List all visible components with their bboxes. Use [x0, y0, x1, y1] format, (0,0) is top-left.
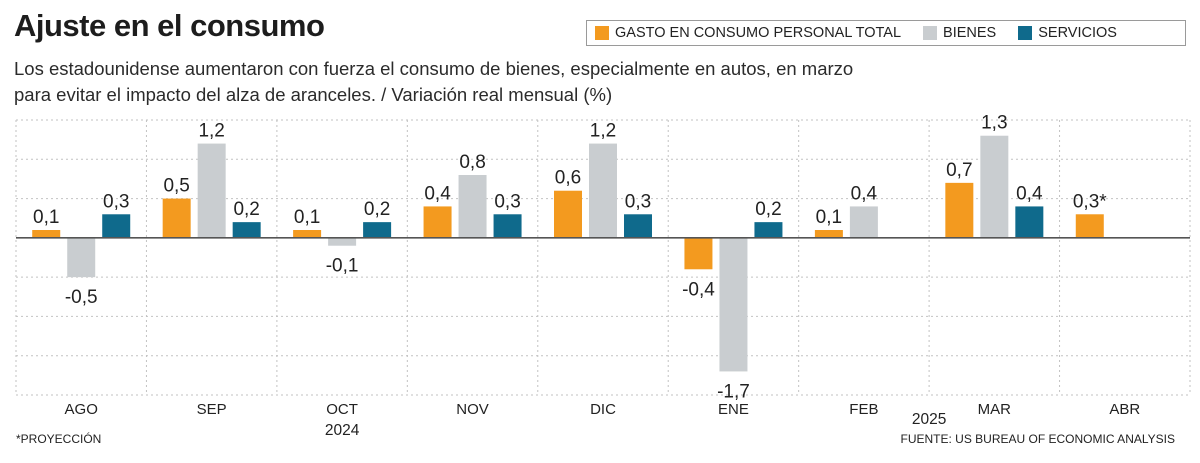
bar-bienes-dic: [589, 143, 617, 238]
data-label: 0,1: [816, 207, 842, 228]
data-label: 0,8: [459, 152, 485, 173]
bar-total-oct: [293, 230, 322, 238]
source-note: FUENTE: US BUREAU OF ECONOMIC ANALYSIS: [900, 432, 1176, 446]
x-tick-label: AGO: [65, 401, 98, 418]
bar-bienes-nov: [458, 175, 487, 238]
data-label: 0,4: [1016, 183, 1043, 204]
data-label: 0,2: [755, 199, 781, 220]
x-tick-label: DIC: [590, 401, 616, 418]
bar-servicios-dic: [624, 214, 652, 238]
x-tick-label: ENE: [718, 401, 749, 418]
data-label: 0,3: [494, 191, 520, 212]
bar-total-feb: [814, 230, 843, 238]
legend-swatch-bienes: [923, 26, 938, 40]
bar-bienes-oct: [328, 237, 357, 246]
legend-label-bienes: BIENES: [943, 25, 997, 41]
data-label: 0,4: [851, 183, 878, 204]
bar-bienes-ene: [719, 237, 748, 372]
bar-servicios-oct: [363, 222, 392, 238]
data-label: -0,4: [682, 279, 715, 300]
bar-total-dic: [554, 190, 582, 238]
data-label: 0,7: [946, 160, 972, 181]
bar-bienes-feb: [849, 206, 878, 238]
data-label: 1,2: [590, 121, 616, 142]
bar-bienes-sep: [197, 143, 226, 238]
data-label: -0,1: [326, 256, 359, 277]
data-label: 0,1: [294, 207, 320, 228]
bar-bienes-mar: [980, 135, 1009, 238]
data-label: 0,3: [103, 191, 129, 212]
year-label: 2025: [912, 411, 946, 428]
data-label: -0,5: [65, 287, 98, 308]
data-label: 0,4: [424, 183, 451, 204]
data-label: 1,3: [981, 113, 1007, 134]
bar-servicios-ago: [102, 214, 131, 238]
legend: GASTO EN CONSUMO PERSONAL TOTAL BIENES S…: [586, 20, 1186, 46]
x-tick-label: OCT: [326, 401, 358, 418]
chart-subtitle: Los estadounidense aumentaron con fuerza…: [14, 58, 854, 105]
x-tick-label: FEB: [849, 401, 878, 418]
data-label: 1,2: [198, 121, 224, 142]
legend-label-servicios: SERVICIOS: [1038, 25, 1117, 41]
chart-title: Ajuste en el consumo: [14, 8, 325, 43]
bar-servicios-nov: [493, 214, 522, 238]
bar-total-nov: [423, 206, 452, 238]
x-tick-label: SEP: [197, 401, 227, 418]
bar-total-ago: [32, 230, 61, 238]
bar-total-mar: [945, 182, 974, 238]
data-label: -1,7: [717, 381, 750, 402]
data-label: 0,1: [33, 207, 59, 228]
bar-servicios-sep: [232, 222, 261, 238]
data-label: 0,2: [233, 199, 259, 220]
bar-bienes-ago: [67, 237, 96, 278]
x-tick-label: NOV: [456, 401, 489, 418]
data-label: 0,6: [555, 168, 581, 189]
year-label: 2024: [325, 422, 360, 439]
bar-total-sep: [162, 198, 191, 238]
legend-item-total: GASTO EN CONSUMO PERSONAL TOTAL: [595, 25, 901, 41]
legend-item-bienes: BIENES: [923, 25, 996, 41]
x-tick-label: MAR: [978, 401, 1012, 418]
data-label: 0,2: [364, 199, 390, 220]
data-label: 0,3*: [1073, 191, 1107, 212]
bar-servicios-ene: [754, 222, 783, 238]
legend-swatch-total: [595, 26, 609, 40]
legend-swatch-servicios: [1018, 26, 1033, 40]
footnote: *PROYECCIÓN: [16, 432, 102, 446]
legend-item-servicios: SERVICIOS: [1018, 25, 1117, 41]
bar-servicios-mar: [1015, 206, 1044, 238]
bar-total-abr: [1075, 214, 1104, 238]
x-tick-label: ABR: [1109, 401, 1140, 418]
data-label: 0,3: [625, 191, 651, 212]
data-label: 0,5: [163, 176, 189, 197]
legend-label-total: GASTO EN CONSUMO PERSONAL TOTAL: [615, 25, 902, 41]
bar-total-ene: [684, 237, 713, 270]
